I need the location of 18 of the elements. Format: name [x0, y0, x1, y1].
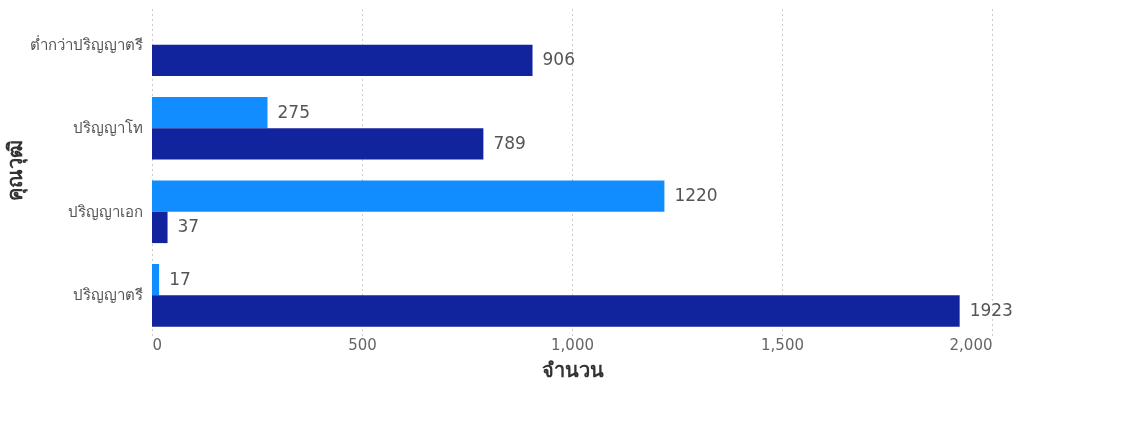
x-tick-label: 1,500 [761, 335, 804, 354]
y-axis-title: คุณวุฒิ [2, 140, 28, 201]
x-tick-label: 500 [348, 335, 377, 354]
data-label: 906 [542, 49, 575, 70]
x-tick-label: 0 [152, 335, 163, 354]
data-label: 1923 [969, 299, 1013, 320]
y-tick-label: ปริญญาเอก [67, 202, 143, 221]
data-label: 275 [277, 101, 310, 122]
x-tick-label: 2,000 [949, 335, 993, 354]
data-label: 789 [493, 132, 526, 153]
x-axis-title: จำนวน [541, 357, 604, 382]
y-tick-label: ปริญญาโท [72, 119, 143, 138]
data-label: 17 [169, 268, 191, 289]
data-label: 1220 [674, 185, 718, 206]
y-tick-label: ปริญญาตรี [72, 286, 143, 305]
data-label: 37 [177, 216, 200, 237]
x-tick-label: 1,000 [551, 335, 594, 354]
y-tick-label: ต่ำกว่าปริญญาตรี [29, 33, 143, 54]
